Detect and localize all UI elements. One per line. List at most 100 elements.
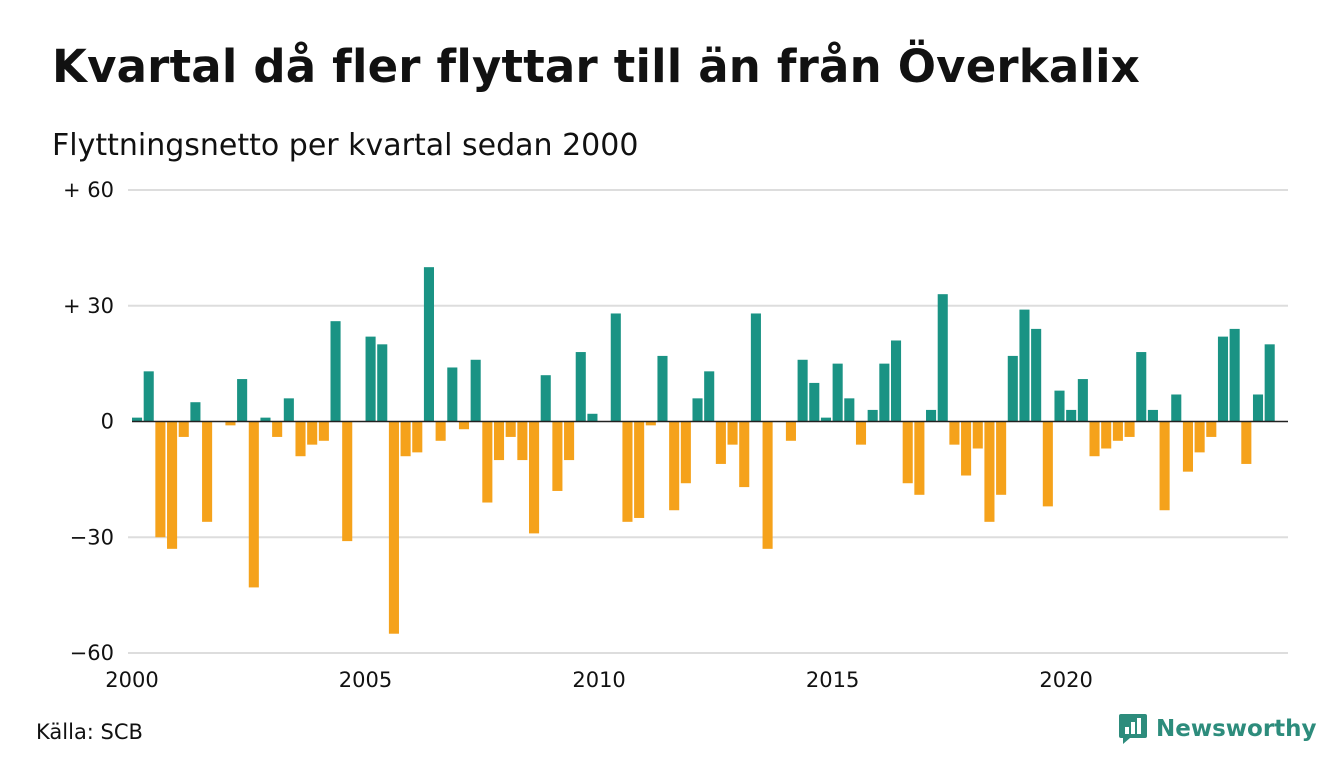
bar-2005-q3 (388, 421, 399, 634)
x-tick-label: 2010 (572, 668, 625, 692)
bar-2022-q3 (1182, 421, 1193, 472)
bar-2007-q3 (482, 421, 493, 503)
bar-2018-q4 (1007, 355, 1018, 422)
bar-2016-q1 (879, 363, 890, 422)
bar-2002-q3 (248, 421, 259, 588)
newsworthy-logo-icon (1119, 714, 1147, 744)
bar-2022-q4 (1194, 421, 1205, 453)
bar-2020-q4 (1101, 421, 1112, 449)
bar-2005-q4 (400, 421, 411, 457)
bar-2009-q1 (552, 421, 563, 491)
bar-2003-q4 (307, 421, 318, 445)
bar-2000-q4 (167, 421, 178, 549)
bar-2004-q3 (342, 421, 353, 542)
bars (132, 267, 1275, 634)
bar-2002-q1 (225, 421, 236, 426)
bar-2011-q1 (645, 421, 656, 426)
bar-2018-q2 (984, 421, 995, 522)
bar-2022-q2 (1171, 394, 1182, 422)
y-tick-label: −30 (70, 525, 114, 549)
bar-2008-q2 (517, 421, 528, 461)
y-tick-label: 0 (101, 410, 114, 434)
bar-2001-q1 (178, 421, 189, 437)
bar-2020-q1 (1066, 409, 1077, 422)
bar-2004-q1 (318, 421, 329, 441)
bar-2011-q2 (657, 355, 668, 422)
bar-2014-q4 (820, 417, 832, 422)
bar-2012-q3 (715, 421, 726, 464)
bar-2009-q2 (564, 421, 575, 461)
bar-2010-q3 (622, 421, 633, 522)
bar-2003-q1 (272, 421, 283, 437)
bar-2024-q1 (1252, 394, 1264, 422)
bar-2013-q3 (762, 421, 773, 549)
bar-2023-q3 (1229, 328, 1240, 422)
bar-2000-q3 (155, 421, 166, 538)
bar-2000-q2 (143, 371, 154, 422)
bar-2008-q4 (540, 375, 551, 422)
bar-2014-q1 (785, 421, 796, 441)
bar-2000-q1 (132, 417, 143, 422)
bar-2004-q2 (330, 321, 341, 422)
bar-2007-q4 (493, 421, 505, 461)
bar-2011-q4 (680, 421, 691, 484)
bar-2015-q4 (867, 409, 878, 422)
bar-2019-q1 (1019, 309, 1030, 422)
bar-2016-q2 (890, 340, 902, 422)
bar-2011-q3 (669, 421, 680, 511)
bar-2017-q2 (937, 294, 948, 422)
bar-2022-q1 (1159, 421, 1170, 511)
brand: Newsworthy (1118, 712, 1317, 746)
bar-2001-q2 (190, 402, 201, 422)
bar-2012-q4 (727, 421, 738, 445)
bar-2008-q3 (529, 421, 540, 534)
bar-2021-q4 (1147, 409, 1158, 422)
bar-2009-q4 (587, 413, 598, 422)
bar-2012-q2 (704, 371, 715, 422)
chart-title: Kvartal då fler flyttar till än från Öve… (52, 40, 1140, 93)
axes: + 60 + 30 0 −30 −60 2000 2005 2010 2015 2020 (63, 178, 1288, 692)
chart-subtitle: Flyttningsnetto per kvartal sedan 2000 (52, 128, 639, 163)
bar-2005-q1 (365, 336, 376, 422)
bar-2006-q3 (435, 421, 446, 441)
bar-2006-q2 (423, 267, 434, 422)
x-tick-label: 2020 (1039, 668, 1092, 692)
brand-name: Newsworthy (1156, 716, 1317, 742)
bar-2014-q3 (809, 382, 820, 422)
bar-2017-q4 (961, 421, 972, 476)
bar-2002-q4 (260, 417, 271, 422)
bar-2006-q4 (447, 367, 458, 422)
bar-2021-q1 (1112, 421, 1123, 441)
bar-2013-q1 (739, 421, 750, 488)
bar-2014-q2 (797, 359, 808, 422)
bar-2015-q1 (832, 363, 843, 422)
bar-2023-q1 (1206, 421, 1217, 437)
bar-2002-q2 (237, 379, 248, 422)
x-tick-label: 2015 (806, 668, 859, 692)
bar-2006-q1 (412, 421, 423, 453)
bar-2016-q3 (902, 421, 913, 484)
bar-2007-q2 (470, 359, 481, 422)
bar-2003-q3 (295, 421, 306, 457)
x-tick-label: 2005 (339, 668, 392, 692)
bar-2010-q2 (610, 313, 621, 422)
bar-2008-q1 (505, 421, 516, 437)
bar-2020-q2 (1077, 379, 1088, 422)
bar-2017-q3 (949, 421, 960, 445)
bar-2001-q3 (202, 421, 213, 522)
bar-2023-q4 (1241, 421, 1252, 464)
bar-2013-q2 (750, 313, 761, 422)
bar-2012-q1 (692, 398, 703, 422)
y-tick-label: −60 (70, 641, 114, 665)
bar-2024-q2 (1264, 344, 1275, 422)
source-note: Källa: SCB (36, 720, 143, 744)
bar-2007-q1 (458, 421, 470, 430)
bar-2015-q3 (855, 421, 867, 445)
bar-2018-q1 (972, 421, 983, 449)
bar-2019-q4 (1054, 390, 1065, 422)
bar-2018-q3 (996, 421, 1007, 495)
bar-2023-q2 (1217, 336, 1229, 422)
bar-2021-q2 (1124, 421, 1135, 437)
gridlines (128, 189, 1288, 654)
